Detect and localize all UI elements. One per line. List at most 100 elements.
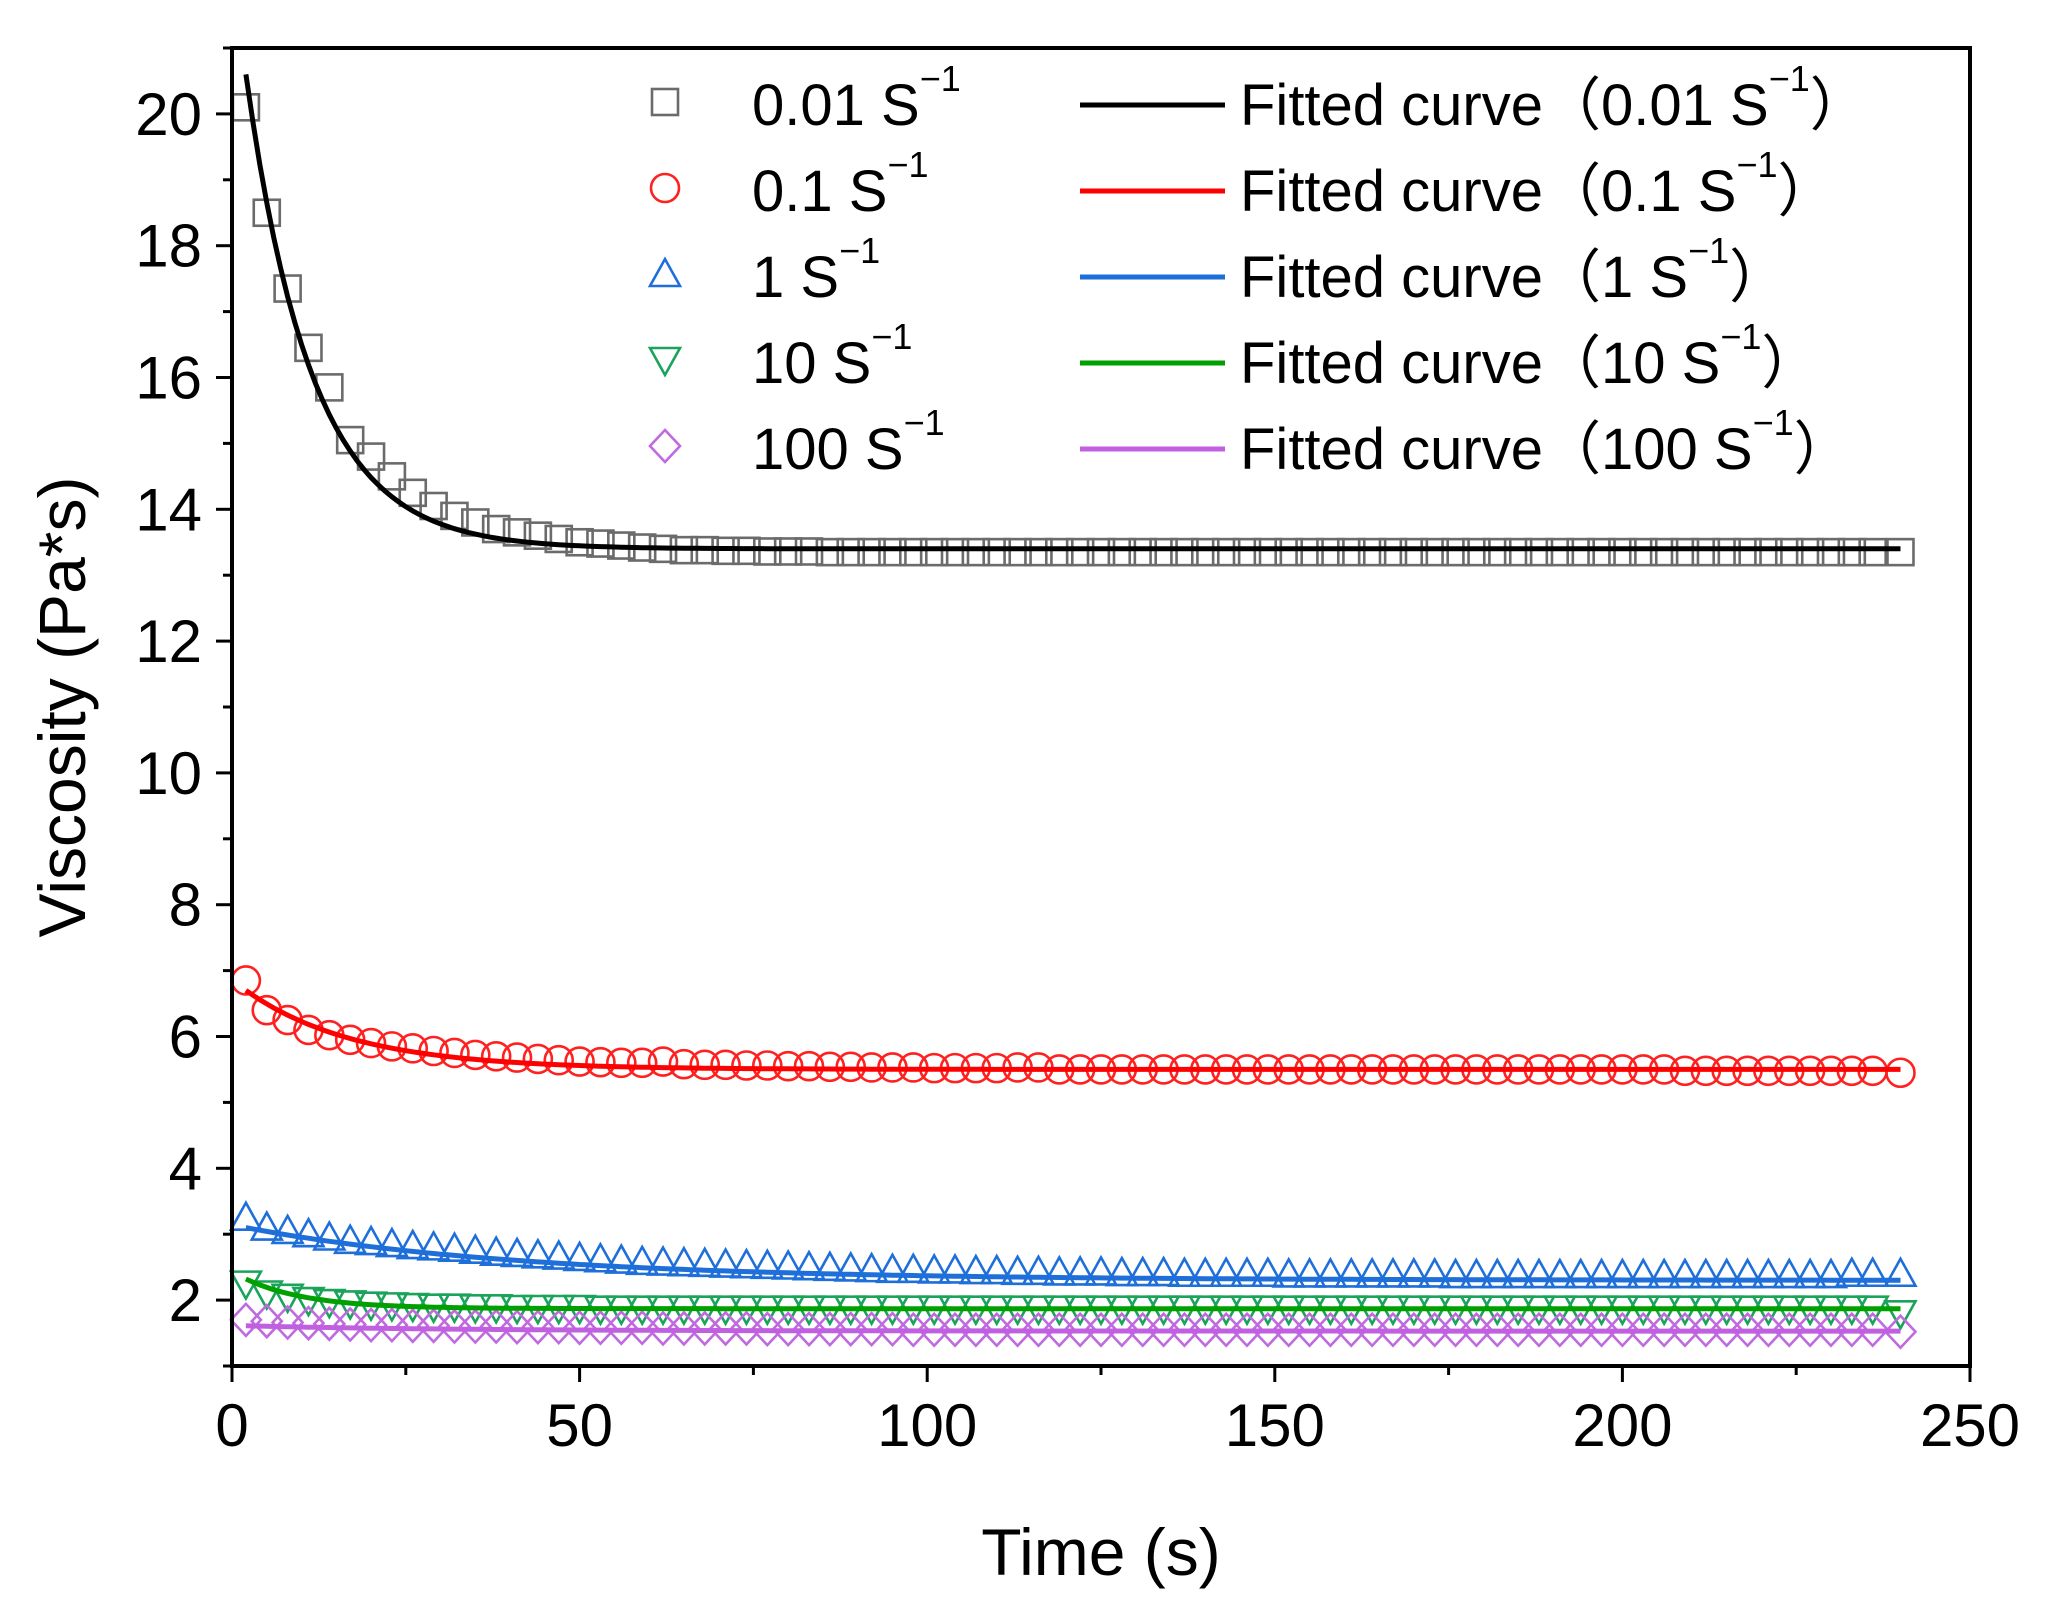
data-point xyxy=(1313,1256,1348,1288)
data-point xyxy=(1167,1256,1202,1288)
data-point xyxy=(1149,537,1178,567)
data-point xyxy=(731,1050,762,1081)
data-point xyxy=(520,1237,556,1269)
series-layer xyxy=(228,74,1918,1350)
data-point xyxy=(1628,537,1658,567)
data-point xyxy=(583,1241,618,1273)
y-tick-label: 8 xyxy=(169,872,202,939)
y-tick-label: 4 xyxy=(169,1135,202,1202)
data-point xyxy=(1883,1256,1918,1288)
data-point xyxy=(1232,537,1262,567)
data-point xyxy=(291,1286,326,1318)
data-point xyxy=(812,1250,848,1282)
data-point xyxy=(940,537,970,567)
fitted-curve-line xyxy=(244,1276,1901,1312)
data-point xyxy=(1649,537,1679,567)
data-point xyxy=(1883,1299,1918,1331)
data-point xyxy=(1855,1311,1890,1348)
data-point xyxy=(1816,537,1846,567)
data-point xyxy=(916,1252,952,1284)
data-point xyxy=(1441,537,1470,567)
legend-fit-exponent: −1 xyxy=(1688,230,1729,271)
legend-label-exponent: −1 xyxy=(871,316,912,357)
data-point xyxy=(1712,537,1741,567)
data-point xyxy=(1107,537,1137,567)
data-point xyxy=(1792,1257,1828,1289)
data-point xyxy=(543,1044,575,1076)
legend-marker xyxy=(647,256,683,288)
data-point xyxy=(416,1229,451,1261)
data-point xyxy=(1885,1057,1916,1089)
data-point xyxy=(1751,1257,1786,1289)
data-point xyxy=(374,1226,410,1258)
legend-label-exponent: −1 xyxy=(920,58,961,99)
data-point xyxy=(1883,1313,1918,1350)
data-point xyxy=(1521,1257,1557,1289)
y-tick-label: 6 xyxy=(169,1004,202,1071)
data-point xyxy=(1042,1254,1077,1286)
legend-fit-close: ） xyxy=(1729,245,1787,310)
data-point xyxy=(502,518,532,547)
data-point xyxy=(1688,1257,1724,1289)
data-point xyxy=(1295,537,1324,567)
data-point xyxy=(752,1050,783,1081)
legend-fit-close: ） xyxy=(1794,417,1852,482)
data-point xyxy=(1021,1254,1056,1286)
data-point xyxy=(1813,1257,1849,1289)
data-point xyxy=(1480,1257,1515,1289)
legend-marker xyxy=(647,346,683,378)
data-point xyxy=(1211,537,1241,567)
data-point xyxy=(541,1238,576,1270)
data-point xyxy=(1003,537,1032,567)
data-point xyxy=(291,1216,326,1248)
legend-fit-exponent: −1 xyxy=(1753,402,1794,443)
data-point xyxy=(1336,537,1366,567)
x-axis-title: Time (s) xyxy=(981,1515,1221,1589)
data-point xyxy=(1834,1256,1870,1288)
fitted-curve-line xyxy=(243,74,1901,552)
data-point xyxy=(1482,537,1512,567)
data-point xyxy=(1354,1256,1390,1288)
data-point xyxy=(729,1247,764,1279)
data-point xyxy=(647,1046,679,1077)
y-tick-label: 18 xyxy=(135,213,202,280)
data-point xyxy=(1608,537,1637,567)
legend: 0.01 S−1 Fitted curve（0.01 S−1）0.1 S−1 Fit… xyxy=(647,58,1868,482)
data-point xyxy=(687,1246,722,1278)
data-point xyxy=(1462,537,1491,567)
data-point xyxy=(1417,1256,1452,1288)
x-tick-label: 50 xyxy=(546,1392,613,1459)
legend-marker xyxy=(649,172,681,204)
data-point xyxy=(791,1249,827,1281)
y-tick-label: 20 xyxy=(135,81,202,148)
data-point xyxy=(626,1047,658,1079)
legend-fit-close: ） xyxy=(1761,331,1819,396)
data-point xyxy=(523,521,553,550)
x-tick-label: 100 xyxy=(877,1392,977,1459)
fitted-curve-line xyxy=(245,1225,1901,1283)
data-point xyxy=(1229,1256,1265,1288)
data-point xyxy=(1190,537,1220,567)
data-point xyxy=(689,1049,721,1081)
data-point xyxy=(794,537,824,566)
data-point xyxy=(1271,1256,1306,1288)
data-point xyxy=(1772,1257,1807,1289)
y-tick-label: 2 xyxy=(169,1267,202,1334)
legend-fit-close: ） xyxy=(1777,159,1835,224)
y-tick-label: 16 xyxy=(135,345,202,412)
data-point xyxy=(1524,537,1554,567)
data-point xyxy=(481,514,511,544)
data-point xyxy=(1065,537,1095,567)
data-point xyxy=(1709,1257,1744,1289)
data-point xyxy=(1128,537,1158,567)
data-point xyxy=(1396,1256,1432,1288)
data-point xyxy=(1626,1257,1661,1289)
data-point xyxy=(793,1050,825,1082)
fitted-curve-line xyxy=(245,1323,1901,1334)
data-point xyxy=(249,1209,284,1241)
data-point xyxy=(501,1042,533,1073)
data-point xyxy=(332,1223,368,1255)
data-point xyxy=(585,1046,616,1078)
